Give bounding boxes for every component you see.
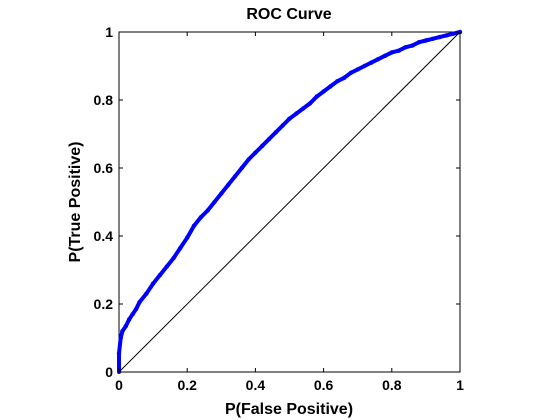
roc-point [307,101,313,106]
roc-point [239,165,244,171]
x-tick-label: 0.4 [246,377,266,393]
x-axis-label: P(False Positive) [225,401,353,418]
roc-point [260,143,265,149]
roc-point [266,136,272,142]
roc-point [273,130,279,135]
roc-point [150,281,156,286]
roc-point [137,300,142,305]
roc-point [127,317,132,322]
roc-point [437,34,442,40]
y-tick-label: 0.4 [94,228,114,244]
roc-point [348,70,354,76]
chart-title: ROC Curve [246,6,331,23]
roc-point [321,89,326,94]
roc-point [164,264,169,269]
roc-point [246,157,251,162]
roc-point [328,84,333,89]
roc-point [444,33,449,38]
roc-point [219,191,224,196]
roc-point [369,60,374,65]
x-tick-label: 0 [115,377,123,393]
roc-point [116,351,122,356]
roc-point [198,215,204,220]
roc-point [212,199,217,205]
roc-point [232,174,238,179]
y-tick-label: 0.8 [94,92,114,108]
x-tick-label: 1 [456,377,464,393]
roc-point [253,150,258,155]
roc-point [133,306,139,312]
y-tick-label: 0 [105,364,113,380]
diagonal-reference-line [118,31,461,373]
plot-frame [118,31,461,373]
x-tick-label: 0.8 [382,377,402,393]
roc-point [430,36,435,41]
diagonal-reference-series [118,31,461,373]
roc-curve-series [116,29,463,374]
roc-point [410,43,415,48]
y-tick-label: 1 [105,24,113,40]
roc-point [280,123,285,128]
roc-point [120,329,125,334]
roc-point [144,291,149,296]
roc-point [171,255,176,261]
y-axis-label: P(True Positive) [67,142,84,263]
roc-point [375,57,381,62]
roc-point [450,31,456,36]
roc-point [300,106,306,111]
roc-point [123,323,129,329]
x-tick-label: 0.2 [177,377,197,393]
roc-point [294,111,299,116]
roc-point [423,38,429,43]
roc-point [382,53,388,58]
tick-layer: 0 0.2 0.4 0.6 0.8 1 0 0.2 0.4 0.6 0.8 1 [94,24,465,393]
roc-point [157,272,163,278]
roc-point [287,116,292,121]
roc-point [416,40,422,45]
roc-point [362,63,367,69]
roc-point [191,223,197,228]
roc-point [205,208,210,213]
roc-point [355,67,360,72]
y-tick-label: 0.6 [94,160,114,176]
x-tick-label: 0.6 [314,377,334,393]
roc-point [225,182,231,188]
roc-point [118,335,123,341]
roc-point [341,75,347,81]
y-tick-label: 0.2 [94,296,114,312]
roc-point [178,245,183,251]
series-layer [116,29,463,374]
roc-point [389,50,394,55]
roc-point [396,48,401,53]
roc-point [130,312,135,317]
roc-point [335,79,340,84]
roc-point [403,45,408,50]
roc-point [185,235,190,240]
roc-point [314,94,319,99]
